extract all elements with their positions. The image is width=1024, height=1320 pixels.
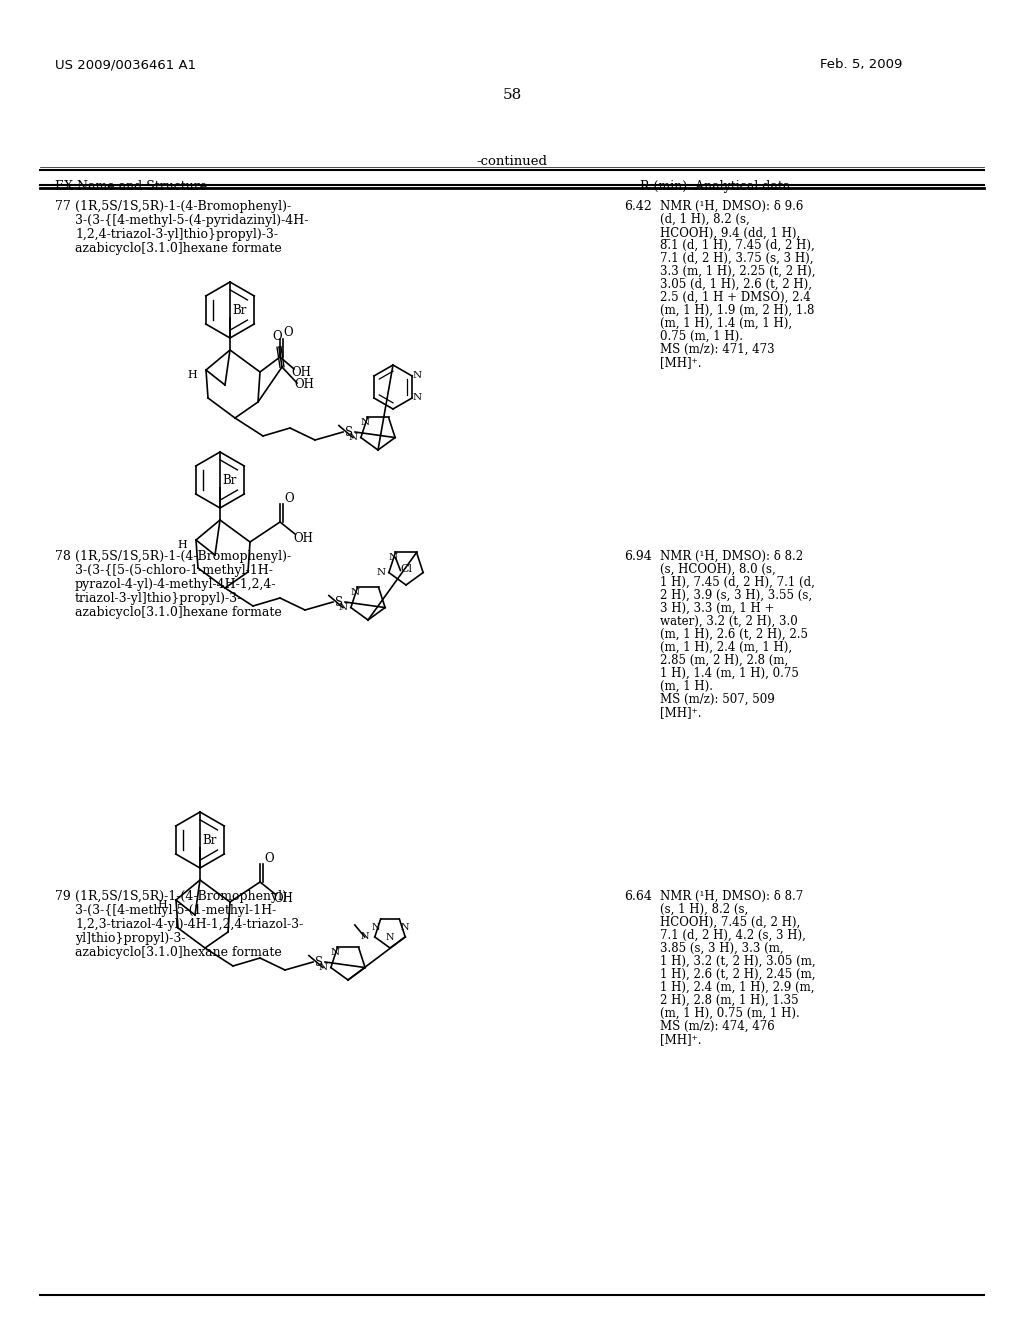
Text: (m, 1 H), 2.4 (m, 1 H),: (m, 1 H), 2.4 (m, 1 H), xyxy=(660,642,793,653)
Text: 2 H), 2.8 (m, 1 H), 1.35: 2 H), 2.8 (m, 1 H), 1.35 xyxy=(660,994,799,1007)
Text: yl]thio}propyl)-3-: yl]thio}propyl)-3- xyxy=(75,932,185,945)
Text: 58: 58 xyxy=(503,88,521,102)
Text: N: N xyxy=(372,923,380,932)
Text: N: N xyxy=(331,948,340,957)
Text: azabicyclo[3.1.0]hexane formate: azabicyclo[3.1.0]hexane formate xyxy=(75,242,282,255)
Text: 0.75 (m, 1 H).: 0.75 (m, 1 H). xyxy=(660,330,743,343)
Text: (d, 1 H), 8.2 (s,: (d, 1 H), 8.2 (s, xyxy=(660,213,750,226)
Text: (1R,5S/1S,5R)-1-(4-Bromophenyl)-: (1R,5S/1S,5R)-1-(4-Bromophenyl)- xyxy=(75,550,291,564)
Text: 6.42: 6.42 xyxy=(624,201,651,213)
Text: 79: 79 xyxy=(55,890,71,903)
Text: OH: OH xyxy=(294,379,314,392)
Text: O: O xyxy=(272,330,282,343)
Text: NMR (¹H, DMSO): δ 8.2: NMR (¹H, DMSO): δ 8.2 xyxy=(660,550,803,564)
Text: 6.64: 6.64 xyxy=(624,890,652,903)
Text: N: N xyxy=(413,393,422,403)
Text: [MH]⁺.: [MH]⁺. xyxy=(660,706,701,719)
Text: R (min)  Analytical data: R (min) Analytical data xyxy=(640,180,791,193)
Text: azabicyclo[3.1.0]hexane formate: azabicyclo[3.1.0]hexane formate xyxy=(75,606,282,619)
Text: 77: 77 xyxy=(55,201,71,213)
Text: 1 H), 2.4 (m, 1 H), 2.9 (m,: 1 H), 2.4 (m, 1 H), 2.9 (m, xyxy=(660,981,814,994)
Text: Br: Br xyxy=(202,833,216,846)
Text: EX Name and Structure: EX Name and Structure xyxy=(55,180,207,193)
Text: 1,2,3-triazol-4-yl)-4H-1,2,4-triazol-3-: 1,2,3-triazol-4-yl)-4H-1,2,4-triazol-3- xyxy=(75,917,303,931)
Text: MS (m/z): 471, 473: MS (m/z): 471, 473 xyxy=(660,343,774,356)
Text: N: N xyxy=(348,433,357,442)
Text: 1,2,4-triazol-3-yl]thio}propyl)-3-: 1,2,4-triazol-3-yl]thio}propyl)-3- xyxy=(75,228,278,242)
Text: NMR (¹H, DMSO): δ 8.7: NMR (¹H, DMSO): δ 8.7 xyxy=(660,890,803,903)
Text: O: O xyxy=(264,851,273,865)
Text: N: N xyxy=(389,553,398,562)
Text: 1 H), 2.6 (t, 2 H), 2.45 (m,: 1 H), 2.6 (t, 2 H), 2.45 (m, xyxy=(660,968,815,981)
Text: (m, 1 H), 1.9 (m, 2 H), 1.8: (m, 1 H), 1.9 (m, 2 H), 1.8 xyxy=(660,304,814,317)
Text: [MH]⁺.: [MH]⁺. xyxy=(660,1034,701,1045)
Text: 2.5 (d, 1 H + DMSO), 2.4: 2.5 (d, 1 H + DMSO), 2.4 xyxy=(660,290,811,304)
Text: water), 3.2 (t, 2 H), 3.0: water), 3.2 (t, 2 H), 3.0 xyxy=(660,615,798,628)
Text: N: N xyxy=(400,923,409,932)
Text: 3.3 (m, 1 H), 2.25 (t, 2 H),: 3.3 (m, 1 H), 2.25 (t, 2 H), xyxy=(660,265,815,279)
Text: Br: Br xyxy=(232,304,247,317)
Text: [MH]⁺.: [MH]⁺. xyxy=(660,356,701,370)
Text: (1R,5S/1S,5R)-1-(4-Bromophenyl)-: (1R,5S/1S,5R)-1-(4-Bromophenyl)- xyxy=(75,201,291,213)
Text: (s, 1 H), 8.2 (s,: (s, 1 H), 8.2 (s, xyxy=(660,903,749,916)
Text: N: N xyxy=(386,933,394,942)
Text: N: N xyxy=(360,932,369,941)
Text: 2.85 (m, 2 H), 2.8 (m,: 2.85 (m, 2 H), 2.8 (m, xyxy=(660,653,788,667)
Text: H: H xyxy=(177,540,186,550)
Text: azabicyclo[3.1.0]hexane formate: azabicyclo[3.1.0]hexane formate xyxy=(75,946,282,960)
Text: S: S xyxy=(315,956,323,969)
Text: 3.05 (d, 1 H), 2.6 (t, 2 H),: 3.05 (d, 1 H), 2.6 (t, 2 H), xyxy=(660,279,812,290)
Text: 3 H), 3.3 (m, 1 H +: 3 H), 3.3 (m, 1 H + xyxy=(660,602,774,615)
Text: 6.94: 6.94 xyxy=(624,550,651,564)
Text: H: H xyxy=(187,370,197,380)
Text: (1R,5S/1S,5R)-1-(4-Bromophenyl)-: (1R,5S/1S,5R)-1-(4-Bromophenyl)- xyxy=(75,890,291,903)
Text: (m, 1 H).: (m, 1 H). xyxy=(660,680,713,693)
Text: H̲COOH), 9.4 (dd, 1 H),: H̲COOH), 9.4 (dd, 1 H), xyxy=(660,226,800,239)
Text: US 2009/0036461 A1: US 2009/0036461 A1 xyxy=(55,58,197,71)
Text: OH: OH xyxy=(293,532,313,544)
Text: (s, HCOOH), 8.0 (s,: (s, HCOOH), 8.0 (s, xyxy=(660,564,776,576)
Text: 7.1 (d, 2 H), 3.75 (s, 3 H),: 7.1 (d, 2 H), 3.75 (s, 3 H), xyxy=(660,252,813,265)
Text: N: N xyxy=(376,568,385,577)
Text: 78: 78 xyxy=(55,550,71,564)
Text: 8.1 (d, 1 H), 7.45 (d, 2 H),: 8.1 (d, 1 H), 7.45 (d, 2 H), xyxy=(660,239,815,252)
Text: 3-(3-{[5-(5-chloro-1-methyl-1H-: 3-(3-{[5-(5-chloro-1-methyl-1H- xyxy=(75,564,272,577)
Text: Feb. 5, 2009: Feb. 5, 2009 xyxy=(820,58,902,71)
Text: 2 H), 3.9 (s, 3 H), 3.55 (s,: 2 H), 3.9 (s, 3 H), 3.55 (s, xyxy=(660,589,812,602)
Text: NMR (¹H, DMSO): δ 9.6: NMR (¹H, DMSO): δ 9.6 xyxy=(660,201,804,213)
Text: S: S xyxy=(335,595,343,609)
Text: OH: OH xyxy=(273,891,293,904)
Text: O: O xyxy=(285,491,294,504)
Text: N: N xyxy=(351,587,360,597)
Text: N: N xyxy=(318,964,328,972)
Text: S: S xyxy=(345,425,353,438)
Text: 3.85 (s, 3 H), 3.3 (m,: 3.85 (s, 3 H), 3.3 (m, xyxy=(660,942,783,954)
Text: OH: OH xyxy=(291,367,311,380)
Text: H: H xyxy=(157,900,167,909)
Text: pyrazol-4-yl)-4-methyl-4H-1,2,4-: pyrazol-4-yl)-4-methyl-4H-1,2,4- xyxy=(75,578,276,591)
Text: MS (m/z): 507, 509: MS (m/z): 507, 509 xyxy=(660,693,775,706)
Text: 1 H), 3.2 (t, 2 H), 3.05 (m,: 1 H), 3.2 (t, 2 H), 3.05 (m, xyxy=(660,954,816,968)
Text: MS (m/z): 474, 476: MS (m/z): 474, 476 xyxy=(660,1020,775,1034)
Text: triazol-3-yl]thio}propyl)-3-: triazol-3-yl]thio}propyl)-3- xyxy=(75,591,243,605)
Text: N: N xyxy=(338,603,347,612)
Text: 1 H), 7.45 (d, 2 H), 7.1 (d,: 1 H), 7.45 (d, 2 H), 7.1 (d, xyxy=(660,576,815,589)
Text: 1 H), 1.4 (m, 1 H), 0.75: 1 H), 1.4 (m, 1 H), 0.75 xyxy=(660,667,799,680)
Text: (m, 1 H), 2.6 (t, 2 H), 2.5: (m, 1 H), 2.6 (t, 2 H), 2.5 xyxy=(660,628,808,642)
Text: -continued: -continued xyxy=(476,154,548,168)
Text: Cl: Cl xyxy=(400,564,412,574)
Text: 7.1 (d, 2 H), 4.2 (s, 3 H),: 7.1 (d, 2 H), 4.2 (s, 3 H), xyxy=(660,929,806,942)
Text: (m, 1 H), 1.4 (m, 1 H),: (m, 1 H), 1.4 (m, 1 H), xyxy=(660,317,793,330)
Text: 3-(3-{[4-methyl-5-(4-pyridazinyl)-4H-: 3-(3-{[4-methyl-5-(4-pyridazinyl)-4H- xyxy=(75,214,308,227)
Text: N: N xyxy=(360,418,370,426)
Text: HCOOH), 7.45 (d, 2 H),: HCOOH), 7.45 (d, 2 H), xyxy=(660,916,800,929)
Text: 3-(3-{[4-methyl-5-(1-methyl-1H-: 3-(3-{[4-methyl-5-(1-methyl-1H- xyxy=(75,904,276,917)
Text: O: O xyxy=(284,326,293,338)
Text: N: N xyxy=(413,371,422,380)
Text: (m, 1 H), 0.75 (m, 1 H).: (m, 1 H), 0.75 (m, 1 H). xyxy=(660,1007,800,1020)
Text: Br: Br xyxy=(222,474,237,487)
